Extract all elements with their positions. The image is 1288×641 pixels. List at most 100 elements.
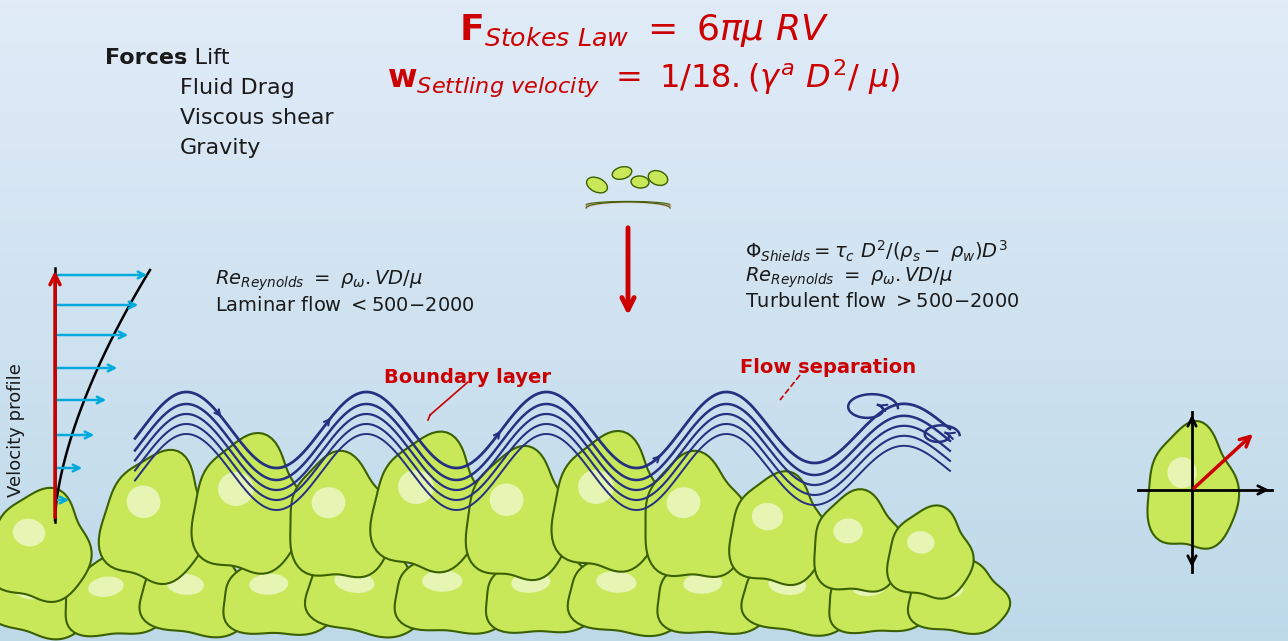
Bar [0,13,1288,21]
Bar [0,564,1288,572]
Bar [0,186,1288,194]
Polygon shape [486,547,607,633]
Bar [0,167,1288,174]
Bar [0,423,1288,431]
Bar [0,173,1288,181]
Bar [0,340,1288,347]
Bar [0,256,1288,264]
Bar [0,327,1288,335]
Bar [0,115,1288,123]
Bar [0,288,1288,296]
Bar [0,19,1288,27]
Bar [0,429,1288,437]
Bar [0,263,1288,271]
Bar [0,250,1288,258]
Ellipse shape [398,470,434,504]
Polygon shape [1148,421,1239,549]
Ellipse shape [769,575,806,595]
Ellipse shape [596,571,636,593]
Text: $\mathbf{F}_{Stokes\ Law}\ =\ 6\pi\mu\ RV$: $\mathbf{F}_{Stokes\ Law}\ =\ 6\pi\mu\ R… [459,12,829,49]
Polygon shape [223,549,345,635]
Bar [0,615,1288,623]
Bar [0,77,1288,85]
Bar [0,365,1288,373]
Polygon shape [887,505,974,599]
Bar [0,135,1288,142]
Text: : Lift: : Lift [180,48,229,68]
Bar [0,385,1288,392]
Bar [0,545,1288,553]
Bar [0,481,1288,488]
Text: Laminar flow $<$500$-$2000: Laminar flow $<$500$-$2000 [215,296,475,315]
Bar [0,205,1288,213]
Polygon shape [657,548,779,634]
Bar [0,224,1288,232]
Bar [0,141,1288,149]
Bar [0,468,1288,476]
Bar [0,58,1288,65]
Bar [0,526,1288,533]
Polygon shape [814,489,905,592]
Polygon shape [0,488,91,602]
Text: $\Phi_{Shields}=\tau_c\ D^2/(\rho_s-\ \rho_w)D^3$: $\Phi_{Shields}=\tau_c\ D^2/(\rho_s-\ \r… [744,238,1009,264]
Ellipse shape [612,167,632,179]
Bar [0,269,1288,277]
Bar [0,391,1288,399]
Bar [0,45,1288,53]
Polygon shape [551,431,665,572]
Polygon shape [139,550,259,637]
Text: Velocity profile: Velocity profile [6,363,24,497]
Bar [0,449,1288,456]
Ellipse shape [166,574,204,595]
Ellipse shape [578,470,614,504]
Text: Gravity: Gravity [180,138,261,158]
Text: Fluid Drag: Fluid Drag [180,78,295,98]
Bar [0,64,1288,72]
Ellipse shape [586,177,608,193]
Ellipse shape [13,519,45,546]
Bar [0,487,1288,495]
Bar [0,635,1288,641]
Bar [0,308,1288,315]
Bar [0,276,1288,283]
Bar [0,128,1288,136]
Bar [0,404,1288,412]
Polygon shape [0,559,93,639]
Bar [0,603,1288,610]
Bar [0,160,1288,168]
Bar [0,314,1288,322]
Bar [0,551,1288,559]
Ellipse shape [489,483,523,516]
Ellipse shape [752,503,783,530]
Bar [0,244,1288,251]
Ellipse shape [312,487,345,518]
Bar [0,218,1288,226]
Polygon shape [908,559,1010,634]
Bar [0,628,1288,636]
Bar [0,583,1288,591]
Bar [0,577,1288,585]
Bar [0,372,1288,379]
Ellipse shape [218,472,254,506]
Bar [0,378,1288,386]
Bar [0,500,1288,508]
Bar [0,301,1288,309]
Polygon shape [290,451,394,578]
Bar [0,320,1288,328]
Bar [0,346,1288,354]
Polygon shape [466,446,572,580]
Bar [0,154,1288,162]
Bar [0,532,1288,540]
Polygon shape [645,451,750,577]
Ellipse shape [853,577,887,596]
Ellipse shape [12,579,45,599]
Ellipse shape [907,531,934,554]
Ellipse shape [88,577,124,597]
Polygon shape [305,547,431,637]
Ellipse shape [631,176,649,188]
Ellipse shape [511,572,550,593]
Bar [0,494,1288,501]
Bar [0,295,1288,303]
Ellipse shape [684,572,723,594]
Ellipse shape [648,171,667,185]
